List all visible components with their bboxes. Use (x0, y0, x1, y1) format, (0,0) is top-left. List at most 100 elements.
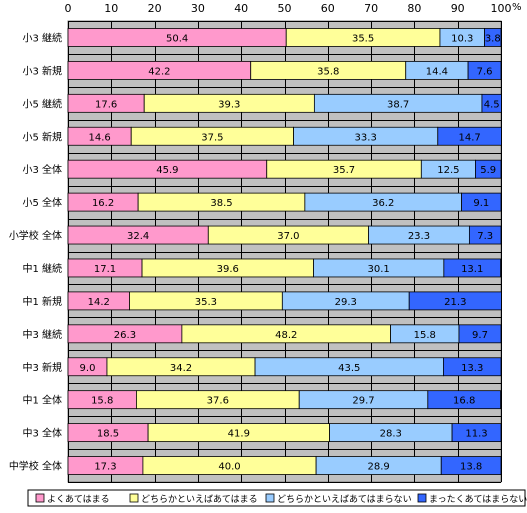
data-label: 35.5 (352, 33, 374, 44)
data-label: 33.3 (355, 132, 377, 143)
data-label: 13.8 (460, 462, 482, 473)
unit-label: % (512, 2, 522, 13)
category-label: 小5 新規 (22, 130, 62, 143)
category-label: 中学校 全体 (9, 460, 62, 473)
x-tick-label: 90 (451, 2, 465, 15)
data-label: 35.7 (333, 165, 355, 176)
data-label: 10.3 (451, 33, 473, 44)
bar-segment (458, 324, 502, 344)
data-label: 34.2 (170, 363, 192, 374)
bar-segment (443, 258, 501, 278)
data-label: 16.8 (453, 396, 475, 407)
data-label: 14.7 (458, 132, 480, 143)
data-label: 17.3 (94, 462, 116, 473)
data-label: 16.2 (92, 198, 114, 209)
bar-segment (481, 93, 502, 113)
data-label: 41.9 (228, 429, 250, 440)
data-label: 38.5 (210, 198, 232, 209)
category-label: 小3 新規 (22, 64, 62, 77)
bar-segment (467, 60, 502, 80)
data-label: 14.6 (88, 132, 110, 143)
x-tick-label: 30 (191, 2, 205, 15)
data-label: 7.3 (477, 231, 493, 242)
x-tick-label: 10 (104, 2, 118, 15)
data-label: 32.4 (127, 231, 149, 242)
data-label: 17.6 (95, 99, 117, 110)
data-label: 28.9 (368, 462, 390, 473)
bar-segment (484, 28, 502, 47)
legend-swatch (129, 493, 139, 503)
category-label: 中3 新規 (22, 361, 62, 374)
x-tick-label: 80 (407, 2, 421, 15)
bar-segment (451, 423, 502, 443)
category-label: 小5 継続 (22, 97, 62, 110)
data-label: 36.2 (372, 198, 394, 209)
data-label: 40.0 (218, 462, 240, 473)
data-label: 12.5 (437, 165, 459, 176)
x-tick-label: 20 (148, 2, 162, 15)
bar-segment (468, 225, 502, 245)
data-label: 43.5 (338, 363, 360, 374)
category-label: 小5 全体 (22, 196, 62, 209)
data-label: 11.3 (465, 429, 487, 440)
bar-segment (443, 357, 502, 377)
data-label: 37.0 (277, 231, 299, 242)
data-label: 17.1 (94, 264, 116, 275)
data-label: 29.7 (352, 396, 374, 407)
x-tick-label: 60 (321, 2, 335, 15)
data-label: 35.8 (317, 66, 339, 77)
data-label: 48.2 (275, 330, 297, 341)
legend-swatch (417, 493, 427, 503)
category-label: 小3 全体 (22, 163, 62, 176)
x-tick-label: 0 (65, 2, 72, 15)
category-label: 中1 全体 (22, 394, 62, 407)
bar-segment (427, 390, 501, 410)
data-label: 13.1 (461, 264, 483, 275)
data-label: 9.1 (473, 198, 489, 209)
data-label: 39.3 (218, 99, 240, 110)
data-label: 45.9 (156, 165, 178, 176)
legend-swatch (35, 493, 45, 503)
legend-label: どちらかといえばあてはまらない (277, 494, 412, 505)
data-label: 38.7 (387, 99, 409, 110)
legend-label: どちらかといえばあてはまる (141, 494, 258, 505)
legend-label: まったくあてはまらない (429, 494, 527, 505)
bar-segment (461, 192, 502, 212)
data-label: 4.5 (484, 99, 500, 110)
category-label: 小学校 全体 (9, 229, 62, 242)
data-label: 9.7 (472, 330, 488, 341)
category-label: 中1 新規 (22, 295, 62, 308)
data-label: 28.3 (380, 429, 402, 440)
x-tick-label: 100 (491, 2, 512, 15)
data-label: 29.3 (335, 297, 357, 308)
data-label: 23.3 (408, 231, 430, 242)
category-label: 中1 継続 (22, 262, 62, 275)
data-label: 50.4 (166, 33, 188, 44)
data-label: 37.5 (201, 132, 223, 143)
data-label: 21.3 (444, 297, 466, 308)
data-label: 35.3 (195, 297, 217, 308)
data-label: 9.0 (80, 363, 96, 374)
data-label: 13.3 (461, 363, 483, 374)
x-tick-label: 50 (278, 2, 292, 15)
legend-label: よくあてはまる (47, 494, 110, 505)
data-label: 3.8 (485, 33, 501, 44)
data-label: 15.8 (91, 396, 113, 407)
data-label: 5.9 (480, 165, 496, 176)
bar-segment (408, 291, 502, 311)
plot-area (67, 20, 502, 483)
data-label: 14.2 (88, 297, 110, 308)
bar-segment (437, 126, 502, 146)
data-label: 37.6 (207, 396, 229, 407)
data-label: 14.4 (426, 66, 448, 77)
category-label: 中3 継続 (22, 328, 62, 341)
x-tick-label: 70 (364, 2, 378, 15)
data-label: 18.5 (97, 429, 119, 440)
category-label: 小3 継続 (22, 31, 62, 44)
x-tick-label: 40 (234, 2, 248, 15)
data-label: 42.2 (148, 66, 170, 77)
legend-box (27, 489, 526, 507)
data-label: 15.8 (414, 330, 436, 341)
